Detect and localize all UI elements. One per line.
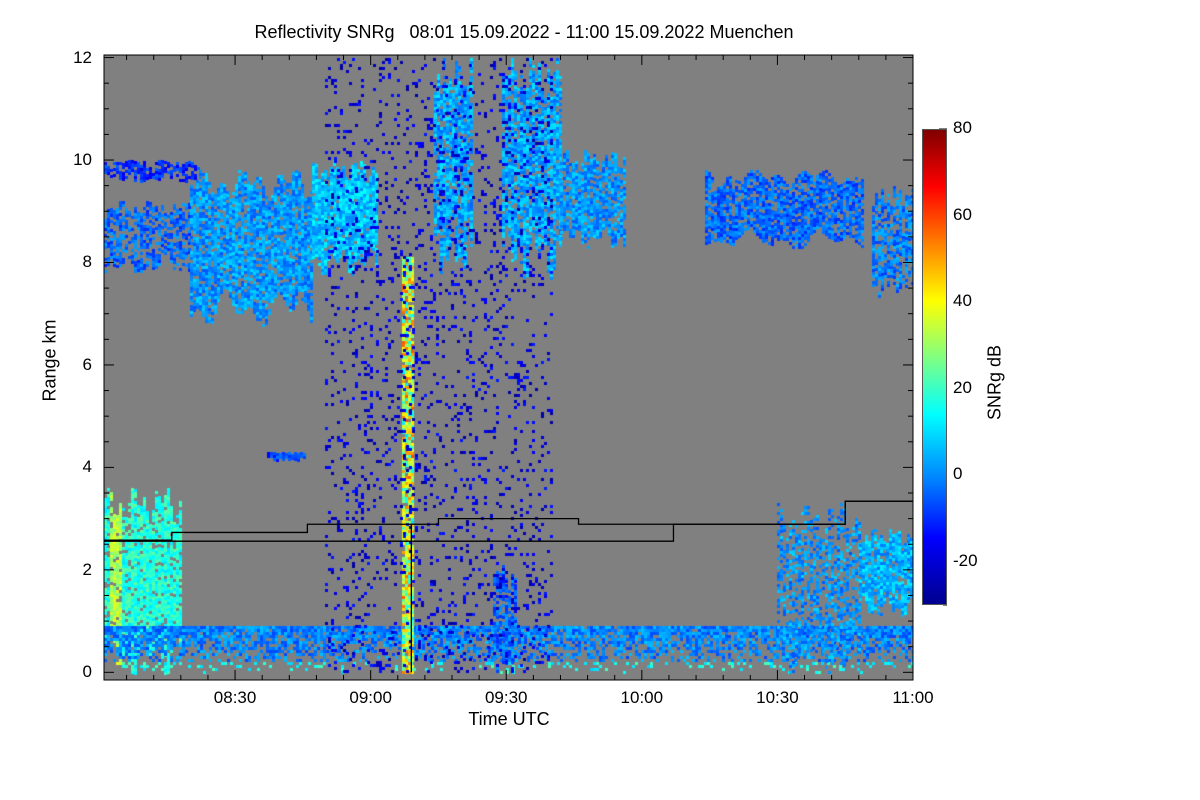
snr-heatmap	[104, 55, 913, 680]
x-tick-label: 09:30	[484, 688, 528, 707]
y-tick-label: 6	[82, 354, 92, 374]
colorbar-tick-label: 80	[953, 118, 972, 137]
colorbar-tick-label: 20	[953, 377, 972, 397]
y-tick-label: 8	[82, 252, 92, 272]
colorbar-tick-label: 0	[953, 464, 963, 484]
colorbar-tick-label: 40	[953, 291, 972, 311]
colorbar-label: SNRg dB	[984, 344, 1005, 421]
y-tick-label: 4	[82, 457, 92, 477]
x-tick-label: 10:30	[756, 688, 799, 707]
y-tick-label: 12	[73, 47, 92, 67]
y-tick-label: 0	[82, 662, 92, 682]
chart-title: Reflectivity SNRg 08:01 15.09.2022 - 11:…	[254, 22, 794, 42]
colorbar-tick-label: 60	[953, 204, 972, 224]
colorbar	[922, 129, 947, 605]
x-axis-label: Time UTC	[468, 709, 550, 729]
y-axis-label: Range km	[39, 319, 60, 402]
x-tick-label: 11:00	[892, 688, 934, 707]
x-tick-label: 08:30	[213, 688, 257, 707]
colorbar-tick-label: -20	[953, 550, 978, 570]
x-tick-label: 09:00	[349, 688, 392, 707]
plot-area	[104, 55, 913, 680]
x-tick-label: 10:00	[620, 688, 664, 707]
y-tick-label: 10	[73, 150, 92, 170]
y-tick-label: 2	[82, 559, 92, 579]
